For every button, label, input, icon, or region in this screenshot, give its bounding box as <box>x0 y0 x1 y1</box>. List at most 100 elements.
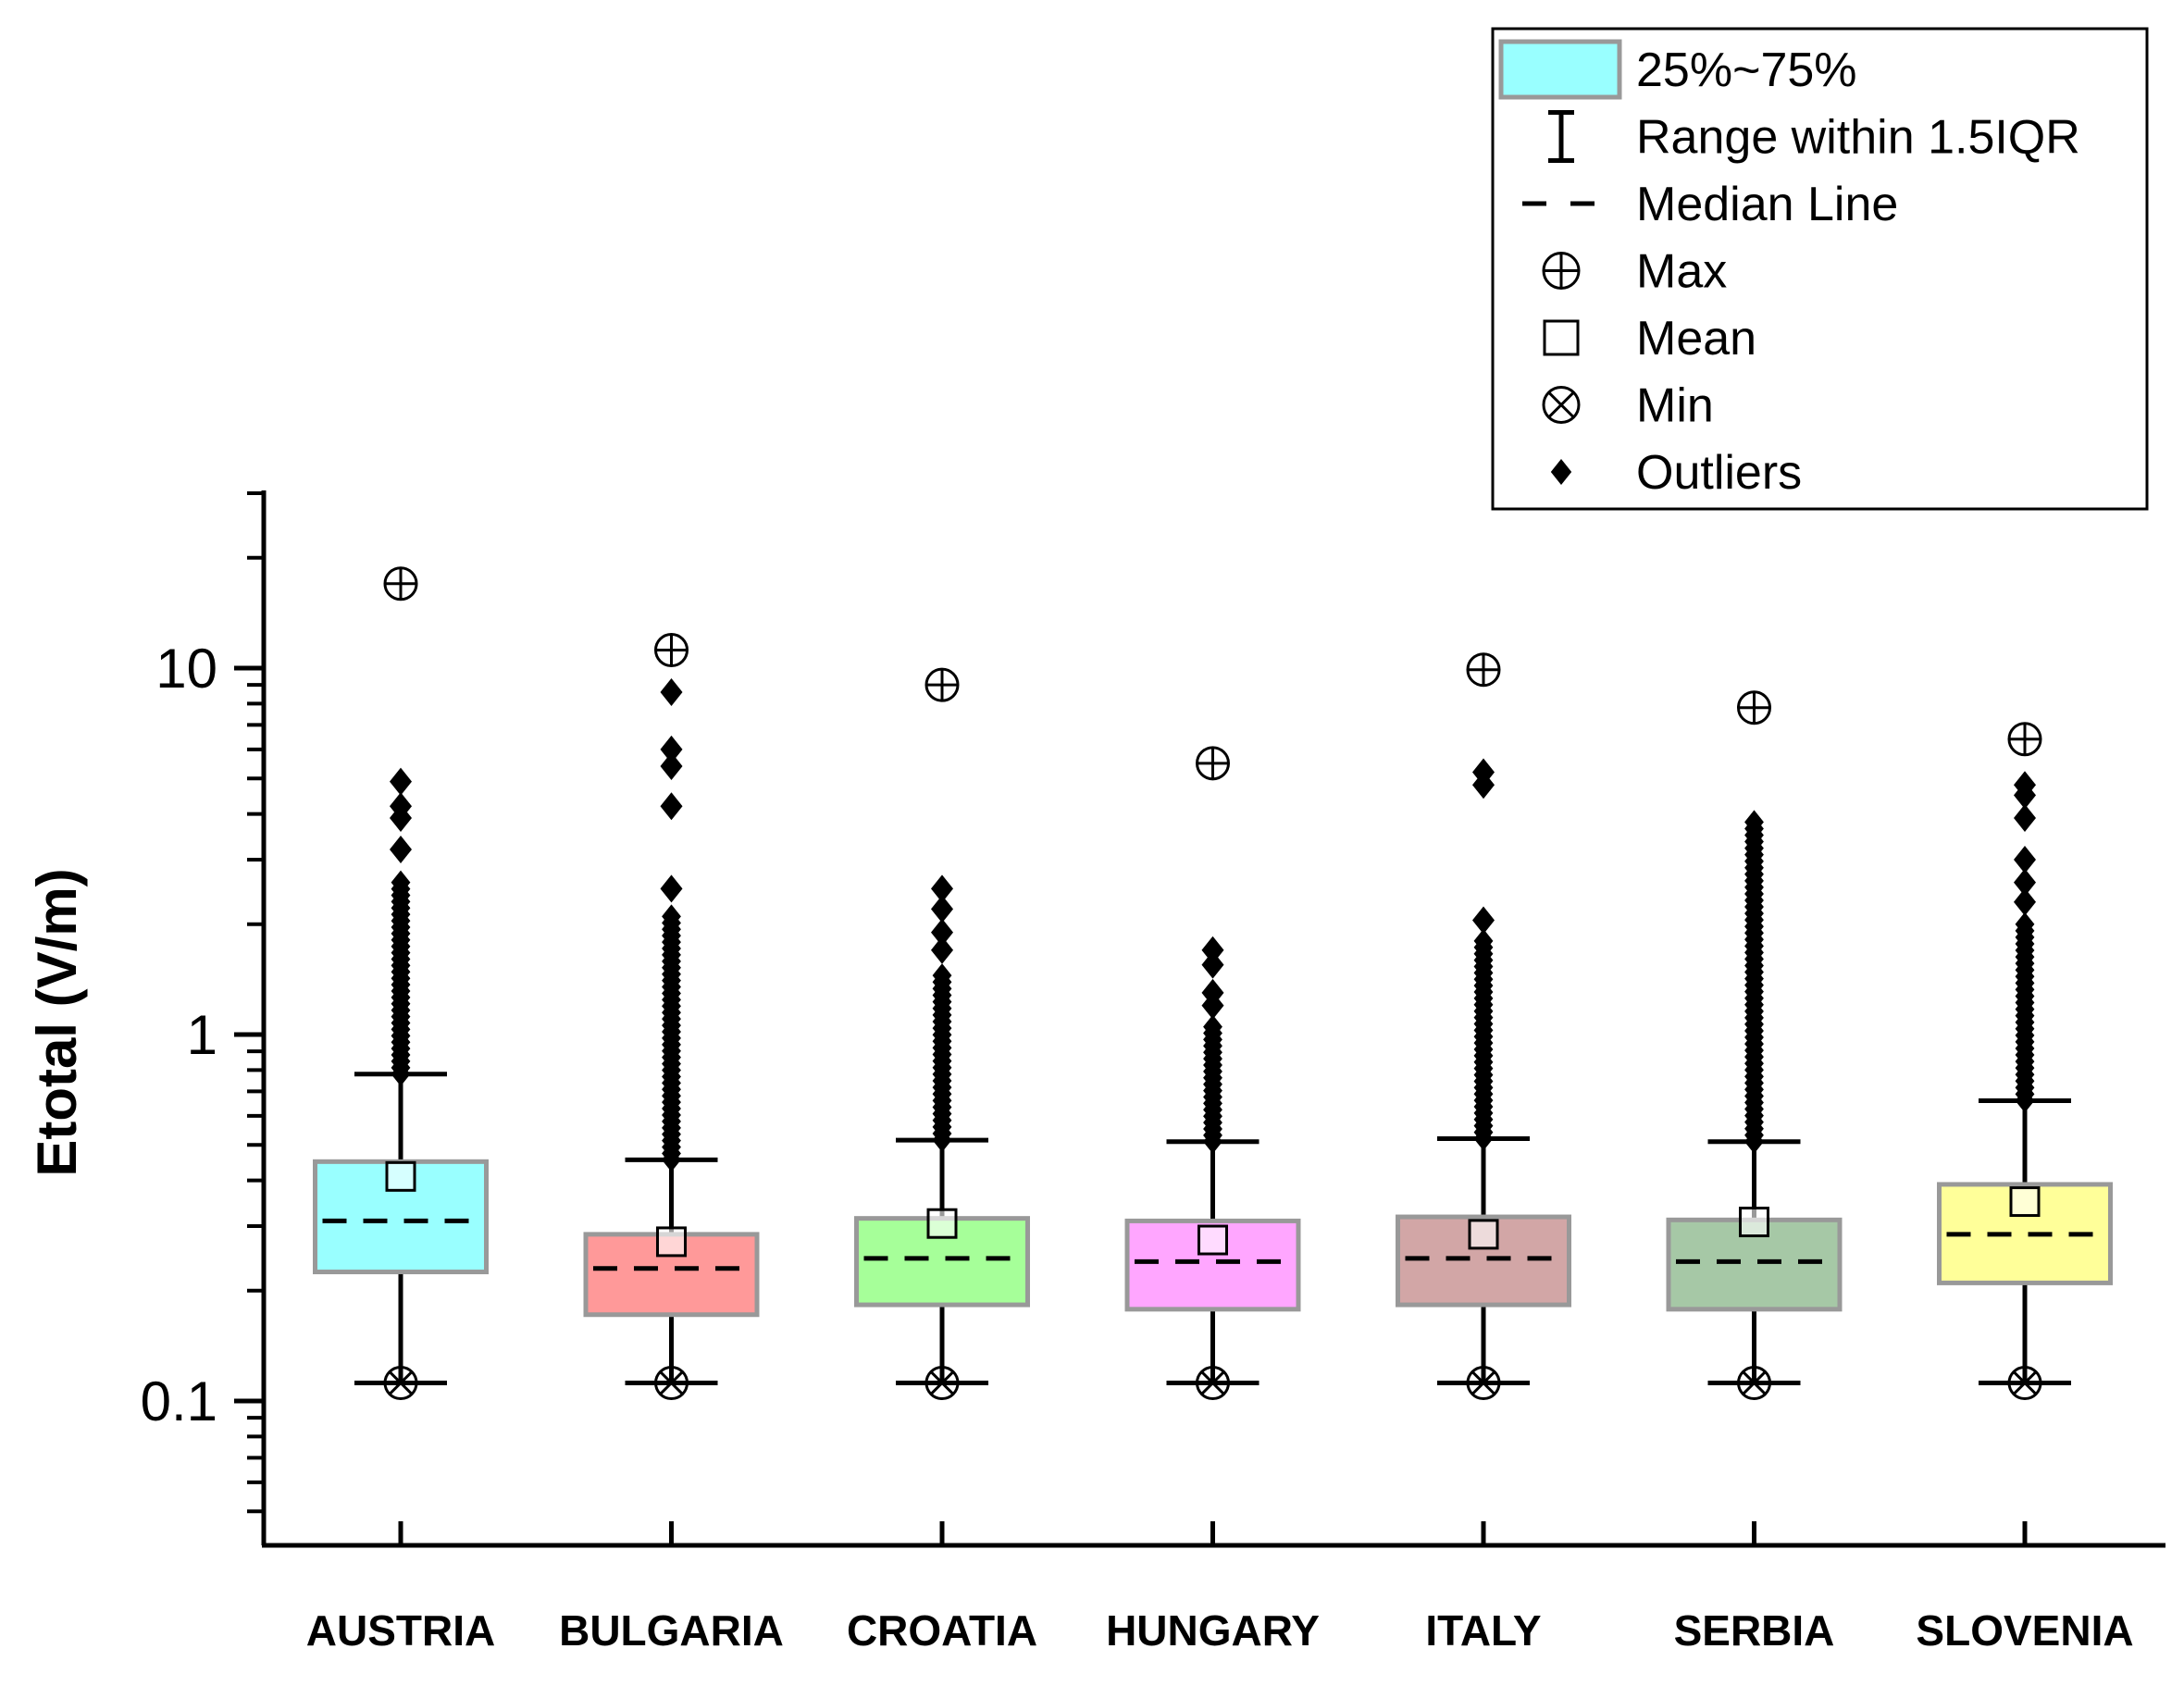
min-marker-d2 <box>1742 1370 1767 1395</box>
outlier-point <box>1201 978 1224 1007</box>
min-marker-d2 <box>1200 1370 1225 1395</box>
x-tick-label: CROATIA <box>847 1606 1037 1655</box>
max-marker <box>1466 652 1501 688</box>
min-marker <box>1737 1366 1771 1401</box>
min-marker-d2 <box>929 1370 955 1395</box>
outlier-point <box>660 751 683 780</box>
outlier-point <box>390 792 412 821</box>
box-plot-series <box>313 566 2113 1401</box>
outlier-point <box>1472 906 1495 935</box>
min-marker <box>383 1366 418 1401</box>
x-tick-label: HUNGARY <box>1106 1606 1320 1655</box>
y-axis-label: Etotal (V/m) <box>26 868 88 1176</box>
outlier-point <box>1201 950 1224 979</box>
x-tick-label: BULGARIA <box>559 1606 784 1655</box>
legend-label: Median Line <box>1636 178 1898 231</box>
box-serbia <box>1666 690 1843 1401</box>
legend-label: Outliers <box>1636 446 1802 500</box>
legend-mean-marker <box>1543 319 1580 356</box>
legend-min-marker-d2 <box>1547 391 1575 418</box>
min-marker <box>1466 1366 1501 1401</box>
outlier-point <box>1473 928 1494 953</box>
outlier-point <box>660 677 683 706</box>
max-marker <box>383 566 418 601</box>
legend-entry-min: Min <box>1542 379 1714 433</box>
box-slovenia <box>1937 722 2113 1401</box>
outlier-point <box>931 936 953 964</box>
outlier-point <box>931 895 953 924</box>
legend-label: Max <box>1636 245 1727 299</box>
legend-frame <box>1491 27 2149 511</box>
outlier-point <box>2014 803 2036 832</box>
x-tick-label: ITALY <box>1425 1606 1541 1655</box>
mean-marker <box>385 1160 416 1192</box>
min-marker-d2 <box>388 1370 414 1395</box>
outlier-point <box>2014 846 2036 874</box>
legend-entry-mean: Mean <box>1543 312 1756 366</box>
max-marker <box>1196 746 1230 781</box>
box-austria <box>313 566 489 1401</box>
min-marker <box>1196 1366 1230 1401</box>
outlier-point <box>2015 911 2035 936</box>
x-tick-label: SERBIA <box>1674 1606 1835 1655</box>
outlier-point <box>2014 771 2036 800</box>
outlier-point <box>391 870 411 895</box>
max-marker <box>654 633 689 668</box>
outlier-point <box>1201 936 1224 964</box>
mean-marker <box>2009 1186 2041 1218</box>
min-marker-circle <box>654 1366 689 1401</box>
box-italy <box>1396 652 1571 1401</box>
mean-marker <box>1197 1224 1228 1256</box>
min-marker-circle <box>2007 1366 2042 1401</box>
outlier-point <box>932 963 952 988</box>
legend-label: Mean <box>1636 312 1756 366</box>
min-marker <box>2007 1366 2042 1401</box>
outlier-point <box>1744 810 1764 835</box>
legend-entry-max: Max <box>1542 245 1727 299</box>
max-marker <box>924 667 960 702</box>
min-marker-d2 <box>2012 1370 2038 1395</box>
outlier-point <box>931 874 953 903</box>
y-tick-label: 0.1 <box>141 1370 217 1432</box>
outlier-point <box>2014 887 2036 916</box>
min-marker-circle <box>1466 1366 1501 1401</box>
outlier-point <box>662 904 681 929</box>
min-marker-d2 <box>1470 1370 1496 1395</box>
legend-max-marker <box>1542 252 1581 290</box>
outlier-point <box>1472 758 1495 787</box>
y-tick-label: 10 <box>155 638 217 700</box>
legend-box-swatch <box>1498 39 1622 100</box>
mean-marker <box>656 1226 687 1258</box>
min-marker-circle <box>383 1366 418 1401</box>
outlier-point <box>660 735 683 763</box>
min-marker-circle <box>1196 1366 1230 1401</box>
outlier-point <box>390 835 412 863</box>
x-tick-label: AUSTRIA <box>306 1606 495 1655</box>
legend-outlier-marker <box>1550 459 1572 485</box>
legend-entry-whisker: Range within 1.5IQR <box>1548 110 2080 165</box>
axes: 0.1 1 10 AUSTRIA BULGARIA CROATIA HUNGARY ITALY… <box>141 490 2165 1655</box>
outlier-point <box>660 792 683 821</box>
y-tick-label: 1 <box>187 1004 217 1066</box>
outlier-point <box>660 874 683 903</box>
legend-entry-box: 25%~75% <box>1498 39 1857 100</box>
box-hungary <box>1124 746 1301 1401</box>
box-croatia <box>854 667 1030 1401</box>
legend-label: Range within 1.5IQR <box>1636 111 2080 165</box>
legend: 25%~75% Range within 1.5IQR Median Line Max… <box>1491 27 2149 511</box>
min-marker-circle <box>1737 1366 1771 1401</box>
legend-min-marker-circle <box>1542 386 1581 424</box>
x-tick-label: SLOVENIA <box>1916 1606 2133 1655</box>
max-marker <box>2007 722 2042 757</box>
box-bulgaria <box>583 633 760 1401</box>
legend-min-marker <box>1542 386 1581 424</box>
max-marker <box>1737 690 1771 725</box>
min-marker-circle <box>924 1366 960 1401</box>
legend-entry-outliers: Outliers <box>1550 446 1802 500</box>
mean-marker <box>926 1208 958 1239</box>
outlier-point <box>2014 868 2036 897</box>
min-marker <box>654 1366 689 1401</box>
legend-label: Min <box>1636 379 1714 433</box>
outlier-point <box>1203 1014 1222 1039</box>
